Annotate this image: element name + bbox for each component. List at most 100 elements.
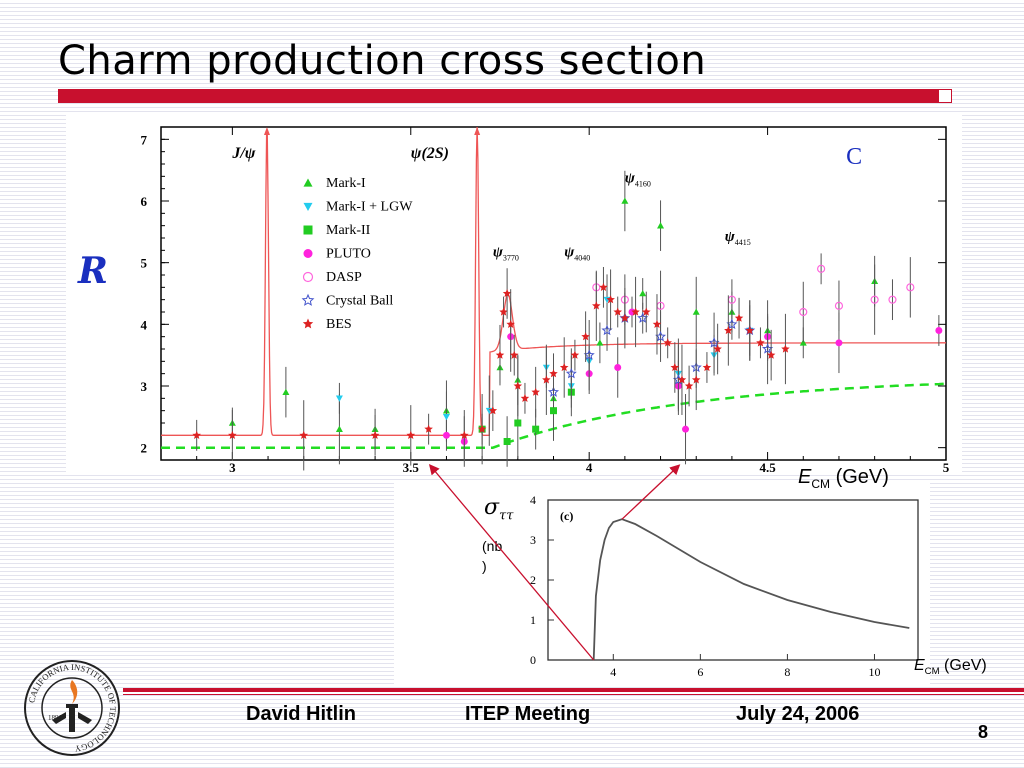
data-point <box>513 381 523 390</box>
data-point <box>888 295 897 304</box>
data-point <box>817 264 826 273</box>
sigma-unit-label: (nb ) <box>482 538 503 574</box>
tau-y-tick-label: 1 <box>530 613 536 627</box>
legend-label: Crystal Ball <box>326 294 393 309</box>
x-tick-label: 4.5 <box>759 460 776 475</box>
resonance-label-sub: 3770 <box>503 254 519 263</box>
data-point <box>488 406 498 415</box>
data-point <box>657 222 665 229</box>
data-point <box>565 367 577 379</box>
data-point <box>614 364 622 371</box>
data-point <box>691 375 701 384</box>
legend-marker <box>303 225 313 235</box>
data-point <box>766 350 776 359</box>
data-point <box>670 363 680 372</box>
legend-marker <box>303 178 313 187</box>
y-tick-label: 3 <box>141 379 148 394</box>
data-point <box>702 363 712 372</box>
data-point <box>335 425 343 432</box>
data-point <box>299 430 308 439</box>
data-point <box>631 307 640 316</box>
legend-marker <box>303 202 313 211</box>
data-point <box>532 425 540 433</box>
data-point <box>756 338 765 347</box>
legend-label: Mark-II <box>326 223 371 238</box>
data-point <box>192 430 201 439</box>
data-point <box>531 387 540 396</box>
x-tick-label: 3 <box>229 460 236 475</box>
resonance-label-sub: 4040 <box>574 254 590 263</box>
data-point <box>906 283 915 292</box>
tau-plot-frame <box>547 499 919 661</box>
data-point <box>935 327 943 334</box>
data-point <box>477 424 487 433</box>
sigma-axis-label: σττ <box>484 495 513 523</box>
title-underline-end <box>938 89 952 103</box>
upper-x-axis-label-sub: CM <box>811 477 831 491</box>
data-point <box>713 344 722 353</box>
data-point <box>424 424 433 433</box>
data-point <box>499 307 508 316</box>
tau-y-tick-label: 4 <box>530 493 536 507</box>
data-point <box>406 430 416 439</box>
upper-x-axis-label-e: E <box>798 466 812 488</box>
resonance-label-sub: 4415 <box>735 238 751 247</box>
data-point <box>606 295 615 304</box>
data-point <box>228 430 237 439</box>
lower-x-axis-label-unit: (GeV) <box>939 657 987 674</box>
data-point <box>734 313 744 322</box>
data-point <box>559 363 569 372</box>
legend-marker <box>302 271 314 283</box>
data-point <box>745 326 754 335</box>
seal-year: 1891 <box>48 714 63 722</box>
lower-x-axis-label: ECM (GeV) <box>914 657 987 677</box>
panel-label: C <box>846 144 862 170</box>
tau-cross-section-curve <box>592 518 910 661</box>
sigma-symbol: σ <box>484 495 500 520</box>
page-number: 8 <box>977 722 988 742</box>
x-tick-label: 3.5 <box>403 460 420 475</box>
data-point <box>599 282 608 291</box>
tau-x-tick-label: 8 <box>784 665 790 679</box>
x-tick-label: 4 <box>586 460 593 475</box>
title-underline <box>58 89 950 103</box>
theory-curve <box>161 126 946 436</box>
sigma-subscript: ττ <box>499 508 514 524</box>
data-point <box>542 375 551 384</box>
data-point <box>620 313 630 322</box>
series-bes <box>192 266 790 471</box>
footer-date: July 24, 2006 <box>736 703 860 725</box>
legend-label: PLUTO <box>326 247 371 262</box>
footer-rule <box>123 688 1024 692</box>
resonance-label: J/ψ <box>231 145 255 162</box>
data-point <box>503 438 511 445</box>
lower-x-axis-label-sub: CM <box>924 666 940 678</box>
data-point <box>596 339 604 346</box>
data-point <box>781 344 790 353</box>
upper-x-axis-label: ECM (GeV) <box>798 466 889 491</box>
footer-meeting: ITEP Meeting <box>465 703 591 725</box>
data-point <box>549 369 558 378</box>
tau-y-tick-label: 0 <box>530 653 536 667</box>
legend-marker <box>301 293 315 306</box>
data-point <box>799 307 808 317</box>
data-point <box>502 289 512 298</box>
footer-author: David Hitlin <box>246 703 357 725</box>
data-point <box>835 339 843 347</box>
resonance-label: ψ(2S) <box>411 145 449 162</box>
x-tick-label: 5 <box>943 460 950 475</box>
data-point <box>592 301 601 310</box>
data-point <box>442 414 450 421</box>
tau-x-tick-label: 6 <box>697 665 703 679</box>
data-point <box>506 319 515 328</box>
data-point <box>639 290 647 297</box>
r-axis-label: R <box>78 250 108 292</box>
tau-y-tick-label: 2 <box>530 573 536 587</box>
caltech-seal-logo: CALIFORNIA INSTITUTE OF TECHNOLOGY 1891 <box>24 660 120 756</box>
upper-x-axis-label-unit: (GeV) <box>830 466 889 488</box>
legend-label: DASP <box>326 270 362 285</box>
data-point <box>652 319 662 328</box>
data-point <box>834 301 844 310</box>
data-point <box>682 425 690 433</box>
